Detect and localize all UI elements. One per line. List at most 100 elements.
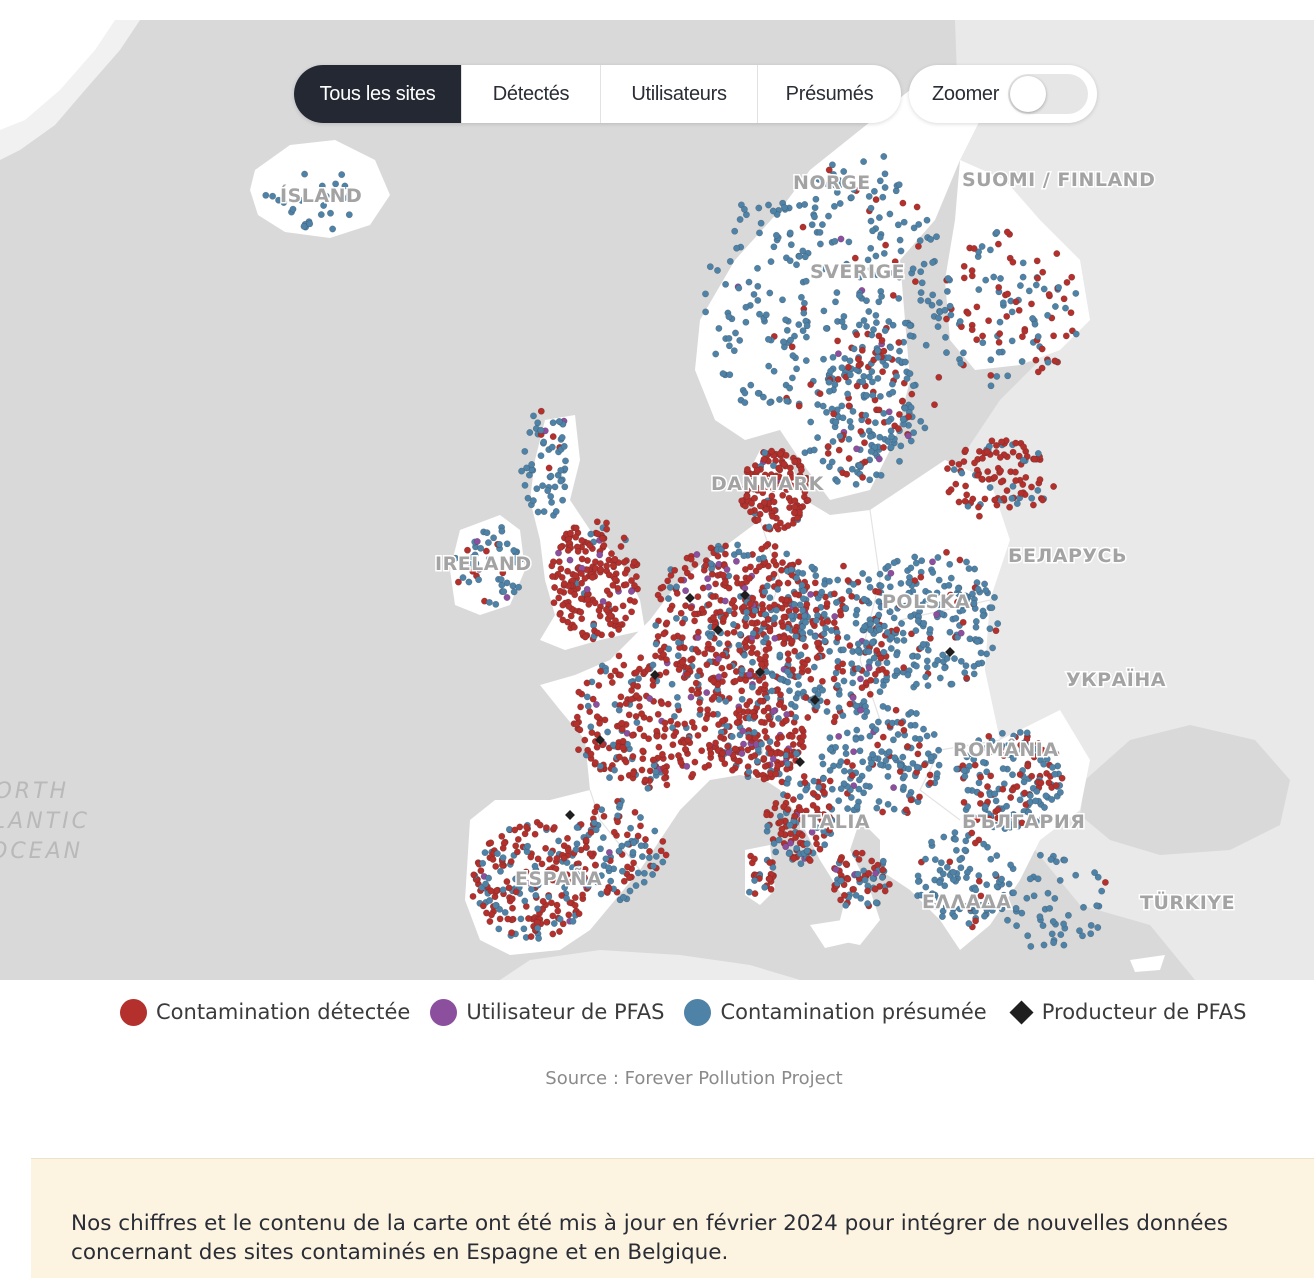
site-marker <box>871 885 879 893</box>
site-marker <box>948 680 956 688</box>
site-marker <box>766 859 774 867</box>
site-marker <box>757 718 765 726</box>
site-marker <box>854 647 862 655</box>
site-marker <box>673 589 681 597</box>
site-marker <box>567 529 574 537</box>
site-marker <box>637 814 644 821</box>
site-marker <box>843 260 851 268</box>
site-marker <box>922 883 930 891</box>
site-marker <box>893 667 901 675</box>
site-marker <box>837 758 845 766</box>
site-marker <box>840 780 848 788</box>
site-marker <box>792 749 800 757</box>
site-marker <box>661 719 669 727</box>
site-marker <box>961 846 969 854</box>
site-marker <box>538 860 546 868</box>
site-marker <box>849 407 857 415</box>
site-marker <box>1040 760 1048 768</box>
site-marker <box>840 312 848 320</box>
site-marker <box>619 602 627 610</box>
site-marker <box>832 599 840 606</box>
site-marker <box>663 619 671 627</box>
tab-users[interactable]: Utilisateurs <box>601 65 758 123</box>
site-marker <box>904 743 912 750</box>
site-marker <box>895 294 903 302</box>
tab-detected[interactable]: Détectés <box>462 65 601 123</box>
site-marker <box>766 738 774 746</box>
site-marker <box>592 826 600 834</box>
site-marker <box>591 759 599 767</box>
site-marker <box>887 344 895 352</box>
site-marker <box>742 643 750 651</box>
site-marker <box>1028 483 1035 491</box>
site-marker <box>681 745 689 753</box>
site-marker <box>885 748 893 756</box>
site-marker <box>897 247 905 255</box>
site-marker <box>735 284 743 292</box>
site-marker <box>799 327 807 335</box>
site-marker <box>872 617 880 625</box>
site-marker <box>514 835 522 843</box>
site-marker <box>1026 792 1034 800</box>
site-marker <box>810 663 818 671</box>
site-marker <box>725 342 733 350</box>
site-marker <box>557 543 565 551</box>
site-marker <box>730 596 738 604</box>
site-marker <box>664 577 672 585</box>
site-marker <box>959 349 967 357</box>
site-marker <box>766 627 774 635</box>
site-marker <box>535 934 543 942</box>
site-marker <box>986 484 994 491</box>
site-marker <box>831 237 839 245</box>
site-marker <box>957 864 965 872</box>
site-marker <box>661 725 669 733</box>
site-marker <box>852 849 860 857</box>
site-marker <box>824 449 832 457</box>
site-marker <box>850 885 858 893</box>
site-marker <box>679 658 686 666</box>
site-marker <box>725 584 733 592</box>
site-marker <box>632 882 640 890</box>
site-marker <box>1051 303 1059 310</box>
site-marker <box>482 547 490 555</box>
tab-all-sites[interactable]: Tous les sites <box>294 65 462 123</box>
site-marker <box>1056 876 1064 884</box>
site-marker <box>890 559 898 567</box>
pfas-map[interactable]: ÍSLAND NORGE SUOMI / FINLAND SVERIGE DAN… <box>0 20 1314 980</box>
site-marker <box>765 201 772 209</box>
site-marker <box>606 774 613 782</box>
site-marker <box>636 725 644 733</box>
site-marker <box>850 345 858 353</box>
site-marker <box>898 397 906 405</box>
site-marker <box>872 869 880 877</box>
site-marker <box>721 760 729 768</box>
site-marker <box>885 354 893 362</box>
site-marker <box>968 829 976 837</box>
site-marker <box>935 314 943 322</box>
site-marker <box>778 733 786 741</box>
site-marker <box>981 495 989 503</box>
site-marker <box>1051 894 1059 902</box>
site-marker <box>963 753 971 761</box>
site-marker <box>995 348 1003 356</box>
site-marker <box>698 747 706 755</box>
site-marker <box>791 332 798 340</box>
site-marker <box>811 633 819 640</box>
site-marker <box>801 779 809 787</box>
site-marker <box>862 639 870 647</box>
site-marker <box>1016 771 1024 778</box>
site-marker <box>634 682 642 690</box>
site-marker <box>878 292 886 300</box>
tab-presumed[interactable]: Présumés <box>785 82 874 105</box>
site-marker <box>946 628 954 636</box>
site-marker <box>943 654 951 662</box>
site-marker <box>816 390 824 398</box>
site-marker <box>539 897 547 905</box>
site-marker <box>913 203 921 211</box>
site-marker <box>981 803 989 811</box>
site-marker <box>755 677 763 684</box>
site-marker <box>691 561 699 568</box>
zoom-toggle[interactable] <box>1008 74 1088 114</box>
site-marker <box>801 643 809 650</box>
site-marker <box>962 446 970 454</box>
